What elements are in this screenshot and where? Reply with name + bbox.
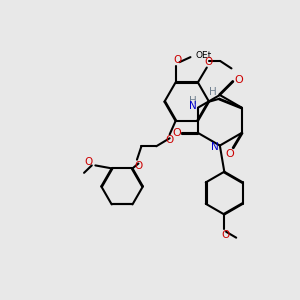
Text: H: H: [209, 87, 217, 97]
Text: O: O: [172, 128, 181, 138]
Text: N: N: [189, 101, 196, 111]
Text: O: O: [173, 55, 181, 64]
Text: O: O: [226, 149, 234, 159]
Text: N: N: [211, 142, 218, 152]
Text: O: O: [234, 75, 243, 85]
Text: O: O: [205, 57, 213, 67]
Text: O: O: [134, 161, 142, 171]
Text: O: O: [85, 158, 93, 167]
Text: OEt: OEt: [196, 51, 212, 60]
Text: H: H: [189, 96, 196, 106]
Text: O: O: [222, 230, 230, 240]
Text: O: O: [166, 135, 174, 145]
